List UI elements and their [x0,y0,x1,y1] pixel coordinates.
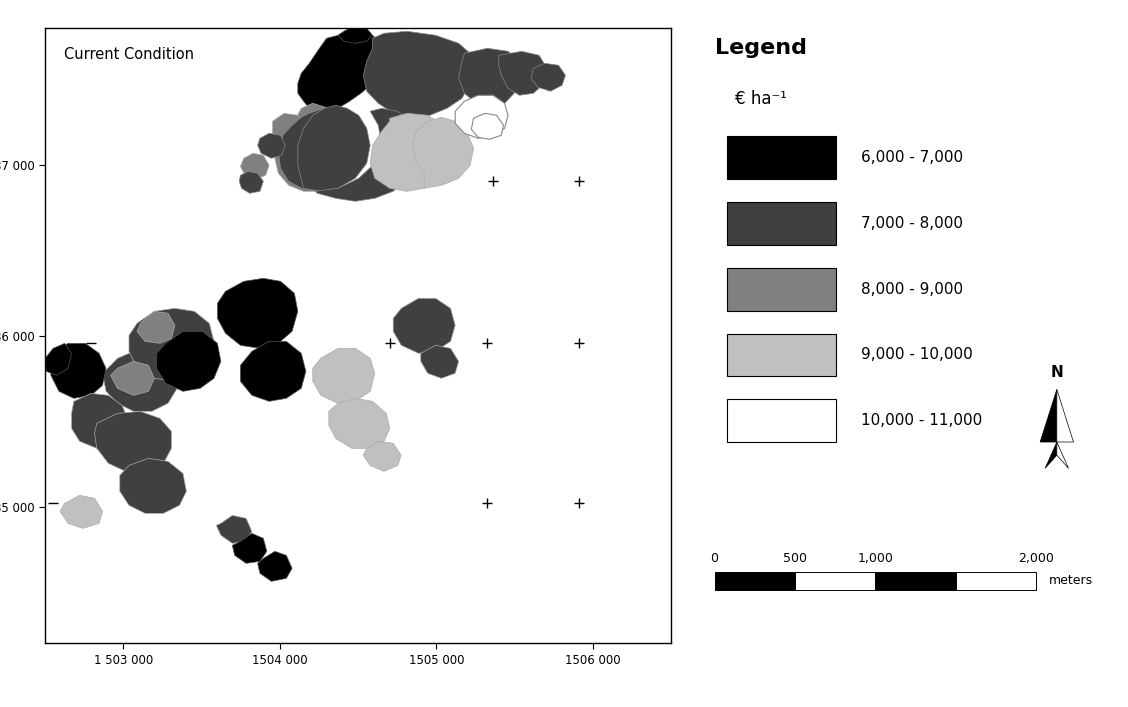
Polygon shape [421,345,459,378]
Polygon shape [240,341,306,402]
Polygon shape [51,344,106,398]
Polygon shape [370,113,453,192]
Polygon shape [275,103,363,192]
Text: 6,000 - 7,000: 6,000 - 7,000 [861,150,963,165]
Polygon shape [363,31,474,118]
Text: 500: 500 [783,552,807,565]
Polygon shape [315,108,418,201]
Text: Legend: Legend [715,37,807,58]
Polygon shape [413,117,474,188]
Polygon shape [298,105,370,192]
Polygon shape [257,134,285,158]
Bar [715,571,795,590]
Polygon shape [240,153,270,180]
Bar [728,334,836,376]
Polygon shape [1046,442,1057,468]
Bar [728,202,836,245]
Polygon shape [232,533,267,563]
Bar [955,571,1036,590]
Polygon shape [239,171,263,193]
Polygon shape [129,308,214,381]
Polygon shape [60,496,103,528]
Polygon shape [218,279,298,349]
Text: 2,000: 2,000 [1017,552,1054,565]
Text: 7,000 - 8,000: 7,000 - 8,000 [861,216,962,231]
Bar [728,136,836,179]
Text: meters: meters [1048,574,1093,588]
Text: € ha⁻¹: € ha⁻¹ [735,90,787,108]
Polygon shape [217,515,252,544]
Text: N: N [1050,365,1064,380]
Polygon shape [394,298,456,354]
Polygon shape [1057,390,1074,442]
Bar [875,571,955,590]
Polygon shape [257,551,292,581]
Polygon shape [298,31,386,113]
Polygon shape [1040,390,1057,442]
Text: 10,000 - 11,000: 10,000 - 11,000 [861,413,981,428]
Text: 9,000 - 10,000: 9,000 - 10,000 [861,347,972,363]
Polygon shape [472,113,503,139]
Text: 8,000 - 9,000: 8,000 - 9,000 [861,281,963,297]
Polygon shape [456,95,508,139]
Polygon shape [120,458,186,513]
Bar [795,571,875,590]
Polygon shape [338,25,372,43]
Polygon shape [499,52,547,95]
Polygon shape [363,441,402,472]
Polygon shape [312,349,374,403]
Text: 0: 0 [711,552,719,565]
Polygon shape [71,393,129,448]
Polygon shape [531,64,565,91]
Bar [728,268,836,310]
Polygon shape [329,398,390,448]
Polygon shape [459,48,522,108]
Text: 1,000: 1,000 [857,552,893,565]
Polygon shape [136,311,175,344]
Bar [728,399,836,442]
Polygon shape [279,108,359,189]
Polygon shape [1057,442,1068,468]
Polygon shape [111,361,155,395]
Text: Current Condition: Current Condition [64,47,194,62]
Polygon shape [103,351,177,411]
Polygon shape [273,113,303,146]
Polygon shape [157,332,221,392]
Polygon shape [45,344,71,375]
Polygon shape [95,411,171,472]
